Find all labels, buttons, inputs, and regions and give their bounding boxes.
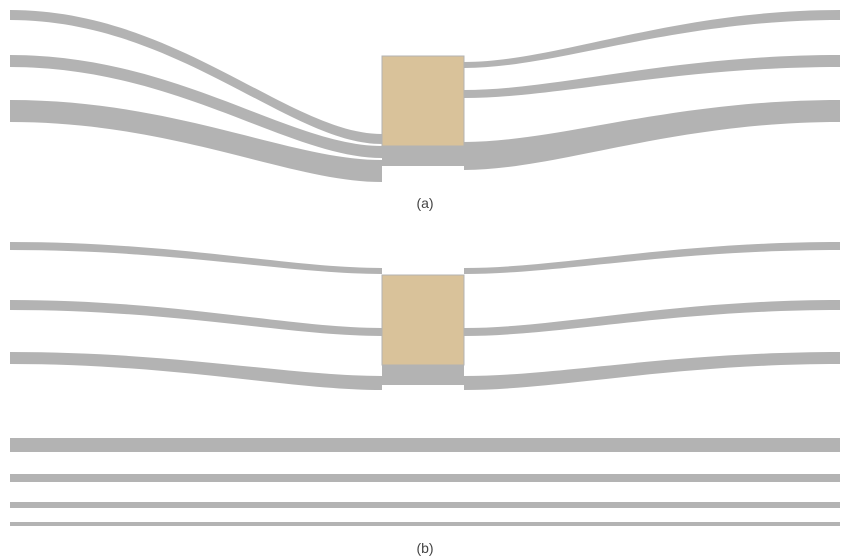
panel-b-left-band-2 (10, 352, 382, 390)
panel-b-label: (b) (405, 540, 445, 556)
panel-a-block-base (382, 146, 464, 166)
panel-b-flat-band-1 (10, 474, 840, 482)
panel-b-left-band-1 (10, 300, 382, 336)
panel-b-block-base (382, 365, 464, 385)
panel-b-flat-band-3 (10, 522, 840, 526)
panel-b-block (382, 275, 464, 365)
panel-b-flat-band-2 (10, 502, 840, 508)
diagram-svg (0, 0, 850, 559)
panel-a-label: (a) (405, 195, 445, 211)
panel-a-right-band-2 (464, 100, 840, 170)
panel-b-left-band-0 (10, 242, 382, 274)
panel-b-right-band-1 (464, 300, 840, 336)
panel-a-block (382, 56, 464, 146)
panel-b-flat-band-0 (10, 438, 840, 452)
figure-container: (a) (b) (0, 0, 850, 559)
panel-b-right-band-0 (464, 242, 840, 274)
panel-b-right-band-2 (464, 352, 840, 390)
